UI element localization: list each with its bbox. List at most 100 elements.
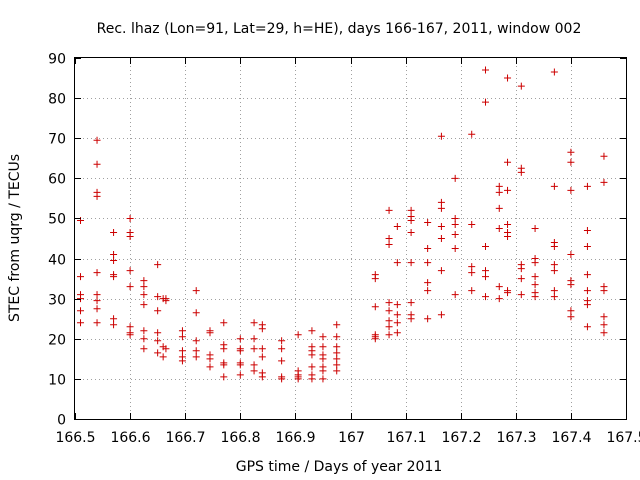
data-point xyxy=(77,307,85,315)
data-point xyxy=(437,311,445,319)
data-point xyxy=(93,136,101,144)
data-point xyxy=(481,273,489,281)
data-point xyxy=(162,345,170,353)
data-point xyxy=(424,315,432,323)
y-tick-label: 60 xyxy=(48,172,66,188)
data-point xyxy=(333,333,341,341)
data-point xyxy=(220,345,228,353)
data-point xyxy=(236,371,244,379)
data-point xyxy=(600,329,608,337)
data-point xyxy=(385,323,393,331)
data-point xyxy=(583,226,591,234)
data-point xyxy=(333,355,341,363)
data-point xyxy=(531,259,539,267)
data-point xyxy=(481,98,489,106)
data-point xyxy=(250,335,258,343)
data-point xyxy=(333,349,341,357)
data-point xyxy=(93,192,101,200)
data-point xyxy=(178,357,186,365)
x-tick-label: 167.2 xyxy=(441,430,481,446)
data-point xyxy=(192,353,200,361)
data-point xyxy=(567,307,575,315)
data-point xyxy=(206,355,214,363)
data-point xyxy=(140,327,148,335)
data-point xyxy=(393,329,401,337)
data-point xyxy=(308,327,316,335)
data-point xyxy=(437,132,445,140)
y-tick-label: 20 xyxy=(48,333,66,349)
data-point xyxy=(495,204,503,212)
data-point xyxy=(258,373,266,381)
y-axis-label: STEC from uqrg / TECUs xyxy=(7,154,23,322)
data-point xyxy=(468,220,476,228)
data-point xyxy=(517,82,525,90)
data-point xyxy=(531,293,539,301)
data-point xyxy=(333,343,341,351)
data-point xyxy=(371,335,379,343)
data-point xyxy=(600,321,608,329)
data-point xyxy=(250,319,258,327)
data-point xyxy=(437,267,445,275)
data-point xyxy=(393,319,401,327)
data-point xyxy=(77,319,85,327)
x-tick-label: 167.4 xyxy=(551,430,591,446)
data-point xyxy=(451,214,459,222)
data-point xyxy=(140,277,148,285)
data-point xyxy=(154,329,162,337)
data-point xyxy=(451,174,459,182)
data-point xyxy=(319,343,327,351)
data-point xyxy=(393,311,401,319)
data-point xyxy=(531,273,539,281)
data-point xyxy=(550,182,558,190)
data-point xyxy=(583,301,591,309)
x-axis-ticks: 166.5 166.6 166.7 166.8 166.9 167 167.1 167.2 16… xyxy=(55,58,640,446)
data-point xyxy=(93,297,101,305)
data-point xyxy=(550,261,558,269)
data-point xyxy=(154,293,162,301)
data-point xyxy=(126,331,134,339)
data-point xyxy=(567,186,575,194)
data-point xyxy=(110,315,118,323)
data-point xyxy=(424,245,432,253)
data-point xyxy=(531,281,539,289)
data-point xyxy=(424,279,432,287)
data-point xyxy=(278,345,286,353)
data-point xyxy=(319,375,327,383)
data-point xyxy=(308,351,316,359)
data-point xyxy=(236,347,244,355)
data-point xyxy=(385,241,393,249)
y-axis-ticks: 0 10 20 30 40 50 60 70 80 90 xyxy=(48,52,626,429)
data-point xyxy=(250,361,258,369)
data-point xyxy=(126,267,134,275)
data-point xyxy=(393,222,401,230)
data-point xyxy=(294,331,302,339)
y-tick-label: 70 xyxy=(48,132,66,148)
data-point xyxy=(583,271,591,279)
data-point xyxy=(504,220,512,228)
data-point xyxy=(481,66,489,74)
data-point xyxy=(294,375,302,383)
data-point xyxy=(93,269,101,277)
data-point xyxy=(162,297,170,305)
data-point xyxy=(550,68,558,76)
data-point xyxy=(126,323,134,331)
data-point xyxy=(159,353,167,361)
data-point xyxy=(192,309,200,317)
data-point xyxy=(437,198,445,206)
data-point xyxy=(407,228,415,236)
data-point xyxy=(192,347,200,355)
data-point xyxy=(371,303,379,311)
data-point xyxy=(550,267,558,275)
data-point xyxy=(517,168,525,176)
data-point xyxy=(178,333,186,341)
data-point xyxy=(504,186,512,194)
data-point xyxy=(517,275,525,283)
data-point xyxy=(600,287,608,295)
data-point xyxy=(407,216,415,224)
data-point xyxy=(192,337,200,345)
data-point xyxy=(93,305,101,313)
data-point xyxy=(567,313,575,321)
data-point xyxy=(567,148,575,156)
data-point xyxy=(319,367,327,375)
x-axis-label: GPS time / Days of year 2011 xyxy=(236,459,443,475)
